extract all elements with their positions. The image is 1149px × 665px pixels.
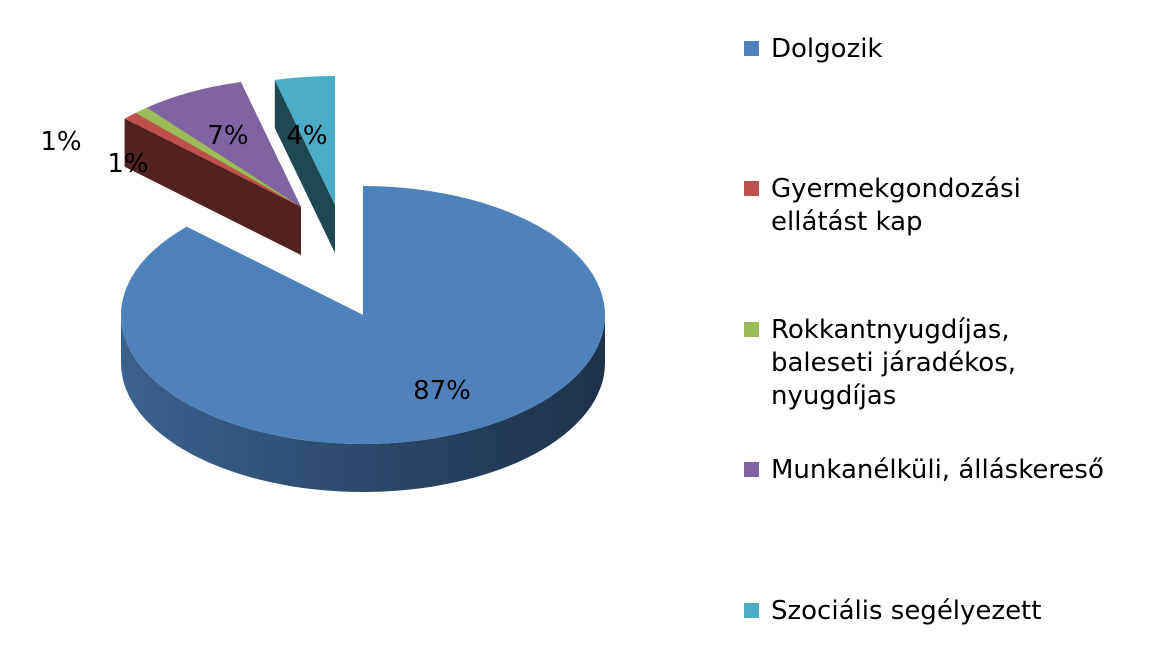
legend-label-dolgozik: Dolgozik	[771, 34, 883, 64]
pie-labels: 87% 1% 1% 7% 4%	[40, 121, 471, 406]
pie-side-dolgozik	[121, 315, 605, 492]
legend-swatch-dolgozik	[744, 41, 759, 56]
pie-label-dolgozik: 87%	[413, 376, 471, 406]
pie-label-gyermekgondozasi: 1%	[40, 127, 81, 157]
legend-label-gyermekgondozasi-line-2: ellátást kap	[771, 207, 923, 237]
legend-label-szocialis: Szociális segélyezett	[771, 596, 1041, 626]
legend-swatch-munkanelkuli	[744, 462, 759, 477]
pie-wall-szocialis-start	[274, 80, 335, 254]
pie-label-szocialis: 4%	[286, 121, 327, 151]
pie-slice-dolgozik	[121, 186, 606, 444]
pie-label-rokkantnyugdijas: 1%	[107, 149, 148, 179]
pie-slice-munkanelkuli	[146, 82, 301, 207]
legend-swatch-gyermekgondozasi	[744, 181, 759, 196]
legend-label-rokkantnyugdijas-line-3: nyugdíjas	[771, 381, 896, 411]
legend-label-rokkantnyugdijas-line-1: Rokkantnyugdíjas,	[771, 315, 1010, 345]
legend-label-rokkantnyugdijas-line-2: baleseti járadékos,	[771, 348, 1016, 378]
pie-tops	[121, 76, 606, 444]
legend-label-gyermekgondozasi-line-1: Gyermekgondozási	[771, 174, 1021, 204]
pie-slice-gyermekgondozasi	[124, 112, 301, 207]
pie-label-munkanelkuli: 7%	[207, 121, 248, 151]
legend-swatch-rokkantnyugdijas	[744, 322, 759, 337]
pie-slice-rokkantnyugdijas	[135, 107, 301, 207]
legend-label-munkanelkuli: Munkanélküli, álláskereső	[771, 455, 1104, 485]
pie-slice-szocialis	[274, 76, 335, 205]
legend-swatch-szocialis	[744, 603, 759, 618]
pie-wall-gyermekgondozasi-end	[135, 112, 301, 256]
